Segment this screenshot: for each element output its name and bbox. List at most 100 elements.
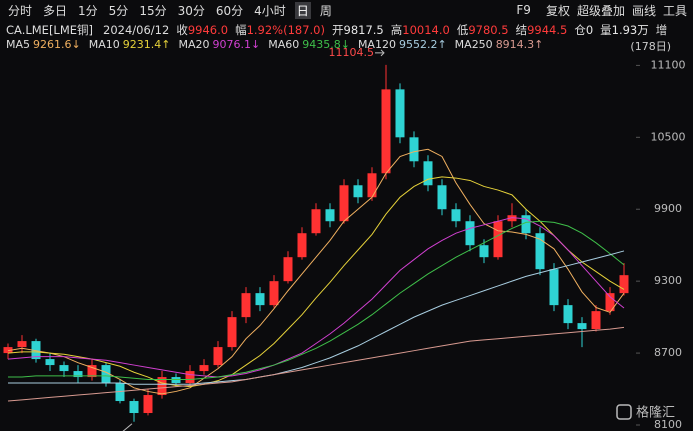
tab[interactable]: 1分 — [78, 3, 98, 18]
candle-body — [213, 347, 223, 366]
tab[interactable]: 分时 — [8, 3, 33, 18]
symbol: CA.LME[LME铜] — [6, 23, 94, 37]
info-label: 高 — [390, 23, 403, 37]
candle-body — [563, 305, 573, 324]
candle-body — [17, 341, 27, 348]
candle-body — [283, 257, 293, 282]
low-pointer — [122, 423, 133, 431]
candle-body — [451, 209, 461, 222]
tool[interactable]: 画线 — [631, 3, 656, 18]
info-label: 低 — [456, 23, 469, 37]
tools: F9 复权 超级叠加 画线 工具 — [516, 2, 687, 18]
candle-body — [619, 275, 629, 294]
candle-body — [45, 359, 55, 366]
candle-body — [227, 317, 237, 348]
candle-body — [577, 323, 587, 330]
ma-legend: MA5 9261.6↓ MA10 9231.4↑ MA20 9076.1↓ MA60 9435… — [6, 38, 543, 51]
info-value: 1.92%(187.0) — [246, 23, 325, 37]
tool[interactable]: 超级叠加 — [576, 3, 625, 18]
info-label: 量 — [600, 23, 612, 37]
tab[interactable]: 30分 — [177, 3, 205, 18]
y-tick-label: 9300 — [654, 274, 682, 287]
legend-value: 8914.3↑ — [495, 38, 544, 51]
candle-body — [325, 209, 335, 222]
info-item: 收9946.0 — [176, 22, 228, 38]
candle-body — [199, 365, 209, 372]
legend-value: 9261.6↓ — [33, 38, 81, 51]
tab[interactable]: 4小时 — [254, 3, 286, 18]
candle-body — [521, 215, 531, 234]
candle-body — [311, 209, 321, 234]
period-count[interactable]: (178日) — [630, 38, 671, 54]
logo — [616, 404, 632, 420]
legend-value: 9231.4↑ — [122, 38, 171, 51]
info-value: 9780.5 — [468, 23, 509, 37]
period: (178日) — [630, 40, 671, 53]
candle-body — [437, 185, 447, 210]
legend-name: MA5 — [6, 38, 31, 51]
candle-body — [241, 293, 251, 318]
candle-body — [465, 221, 475, 246]
tool[interactable]: F9 — [516, 3, 531, 17]
info-item: 开9817.5 — [332, 22, 384, 38]
tab[interactable]: 60分 — [215, 3, 244, 18]
info-item: 仓0 — [574, 22, 593, 38]
info-item: 低9780.5 — [457, 22, 509, 38]
candle-body — [367, 173, 377, 198]
candle-body — [143, 395, 153, 414]
watermark: 格隆汇 — [636, 405, 675, 421]
candle-body — [381, 89, 391, 174]
info-label: 收 — [176, 23, 188, 37]
legend-name: MA10 — [88, 38, 120, 51]
candle-body — [591, 311, 601, 330]
candle-body — [101, 365, 111, 384]
candle-body — [3, 347, 13, 354]
tab[interactable]: 周 — [319, 3, 332, 18]
candle-body — [73, 371, 83, 378]
info-value: 9817.5 — [343, 23, 384, 37]
tool[interactable]: 复权 — [545, 3, 570, 18]
info-value: 10014.0 — [402, 23, 450, 37]
info-item: 结9944.5 — [516, 22, 568, 38]
tab[interactable]: 日 — [294, 1, 311, 19]
period-tabs: 分时 多日 1分 5分 15分 30分 60分 4小时日周 — [6, 1, 334, 19]
candle-body — [507, 215, 517, 222]
legend-value: 9435.8↓ — [302, 38, 350, 51]
tab[interactable]: 多日 — [43, 3, 68, 18]
candle-body — [31, 341, 41, 360]
quote-info: CA.LME[LME铜] 2024/06/12 收9946.0 幅1.92%(18… — [6, 22, 667, 38]
tool[interactable]: 工具 — [662, 3, 687, 18]
candle-body — [549, 269, 559, 306]
candle-body — [171, 377, 181, 384]
candle-body — [423, 161, 433, 186]
y-tick-label: 9900 — [654, 202, 682, 215]
info-item: 幅1.92%(187.0) — [235, 22, 325, 38]
candle-body — [339, 185, 349, 222]
candle-body — [535, 233, 545, 270]
tab[interactable]: 15分 — [139, 3, 167, 18]
high-arrow — [375, 49, 385, 57]
ma-line — [7, 148, 625, 395]
candle-body — [157, 377, 167, 396]
ma-line — [7, 176, 625, 388]
y-tick-label: 8700 — [654, 346, 682, 359]
legend-value: 9552.2↑ — [398, 38, 447, 51]
info-value: 1.93万 — [611, 23, 649, 37]
low-label: 8127.0 — [81, 429, 120, 431]
candle-body — [87, 365, 97, 378]
info-label: 结 — [515, 23, 528, 37]
tab[interactable]: 5分 — [108, 3, 129, 18]
candle-body — [297, 233, 307, 258]
info-value: 9946.0 — [187, 23, 229, 37]
legend-value: 9076.1↓ — [212, 38, 261, 51]
candle-body — [353, 185, 363, 198]
info-value: 0 — [585, 23, 594, 37]
date: 2024/06/12 — [103, 23, 170, 37]
ma-line — [8, 220, 625, 380]
candle-body — [605, 293, 615, 312]
legend-name: MA250 — [454, 38, 493, 51]
info-more: 增 — [655, 23, 668, 37]
candle-body — [409, 137, 419, 162]
